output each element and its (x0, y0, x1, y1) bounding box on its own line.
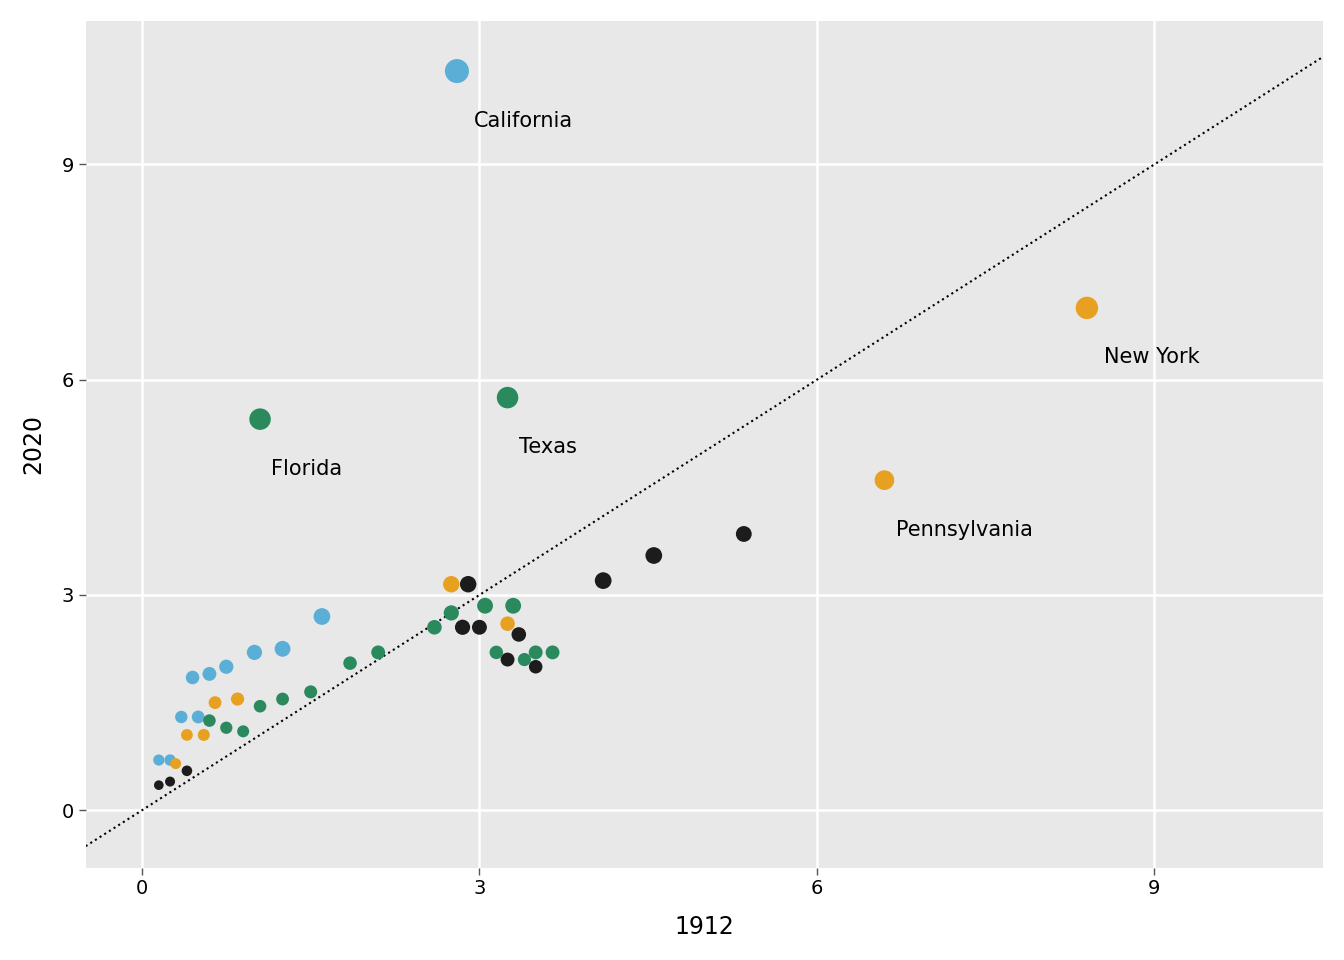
Point (148, 753, 169, 768)
Point (165, 756, 187, 771)
Point (176, 728, 198, 743)
Text: Florida: Florida (271, 459, 343, 479)
Point (171, 709, 192, 725)
Point (187, 709, 208, 725)
Point (181, 670, 203, 685)
Point (148, 778, 169, 793)
Point (503, 598, 524, 613)
Point (300, 684, 321, 700)
Point (249, 699, 270, 714)
Point (526, 660, 547, 675)
Point (160, 774, 181, 789)
Point (874, 472, 895, 488)
Text: Texas: Texas (519, 437, 577, 457)
Point (474, 598, 496, 613)
Point (497, 390, 519, 405)
Point (469, 619, 491, 635)
Point (367, 645, 388, 660)
Point (446, 63, 468, 79)
Point (194, 728, 215, 743)
Point (339, 656, 360, 671)
Point (457, 577, 478, 592)
Point (593, 573, 614, 588)
Point (497, 652, 519, 667)
Point (497, 616, 519, 632)
Point (526, 645, 547, 660)
Point (160, 753, 181, 768)
Point (215, 660, 237, 675)
Point (423, 619, 445, 635)
Point (1077, 300, 1098, 316)
Point (249, 412, 270, 427)
Point (176, 763, 198, 779)
Point (312, 609, 333, 624)
Point (204, 695, 226, 710)
Point (199, 666, 220, 682)
Point (441, 577, 462, 592)
Text: Pennsylvania: Pennsylvania (895, 519, 1032, 540)
Point (542, 645, 563, 660)
Point (513, 652, 535, 667)
Text: California: California (474, 110, 573, 131)
Text: New York: New York (1103, 348, 1199, 368)
Point (199, 713, 220, 729)
Point (508, 627, 530, 642)
Point (233, 724, 254, 739)
Point (271, 641, 293, 657)
Point (215, 720, 237, 735)
Point (271, 691, 293, 707)
Point (485, 645, 507, 660)
Point (452, 619, 473, 635)
Point (441, 605, 462, 620)
Point (227, 691, 249, 707)
Point (732, 526, 754, 541)
Y-axis label: 2020: 2020 (22, 415, 44, 474)
Point (243, 645, 265, 660)
X-axis label: 1912: 1912 (675, 915, 734, 939)
Point (642, 548, 664, 564)
